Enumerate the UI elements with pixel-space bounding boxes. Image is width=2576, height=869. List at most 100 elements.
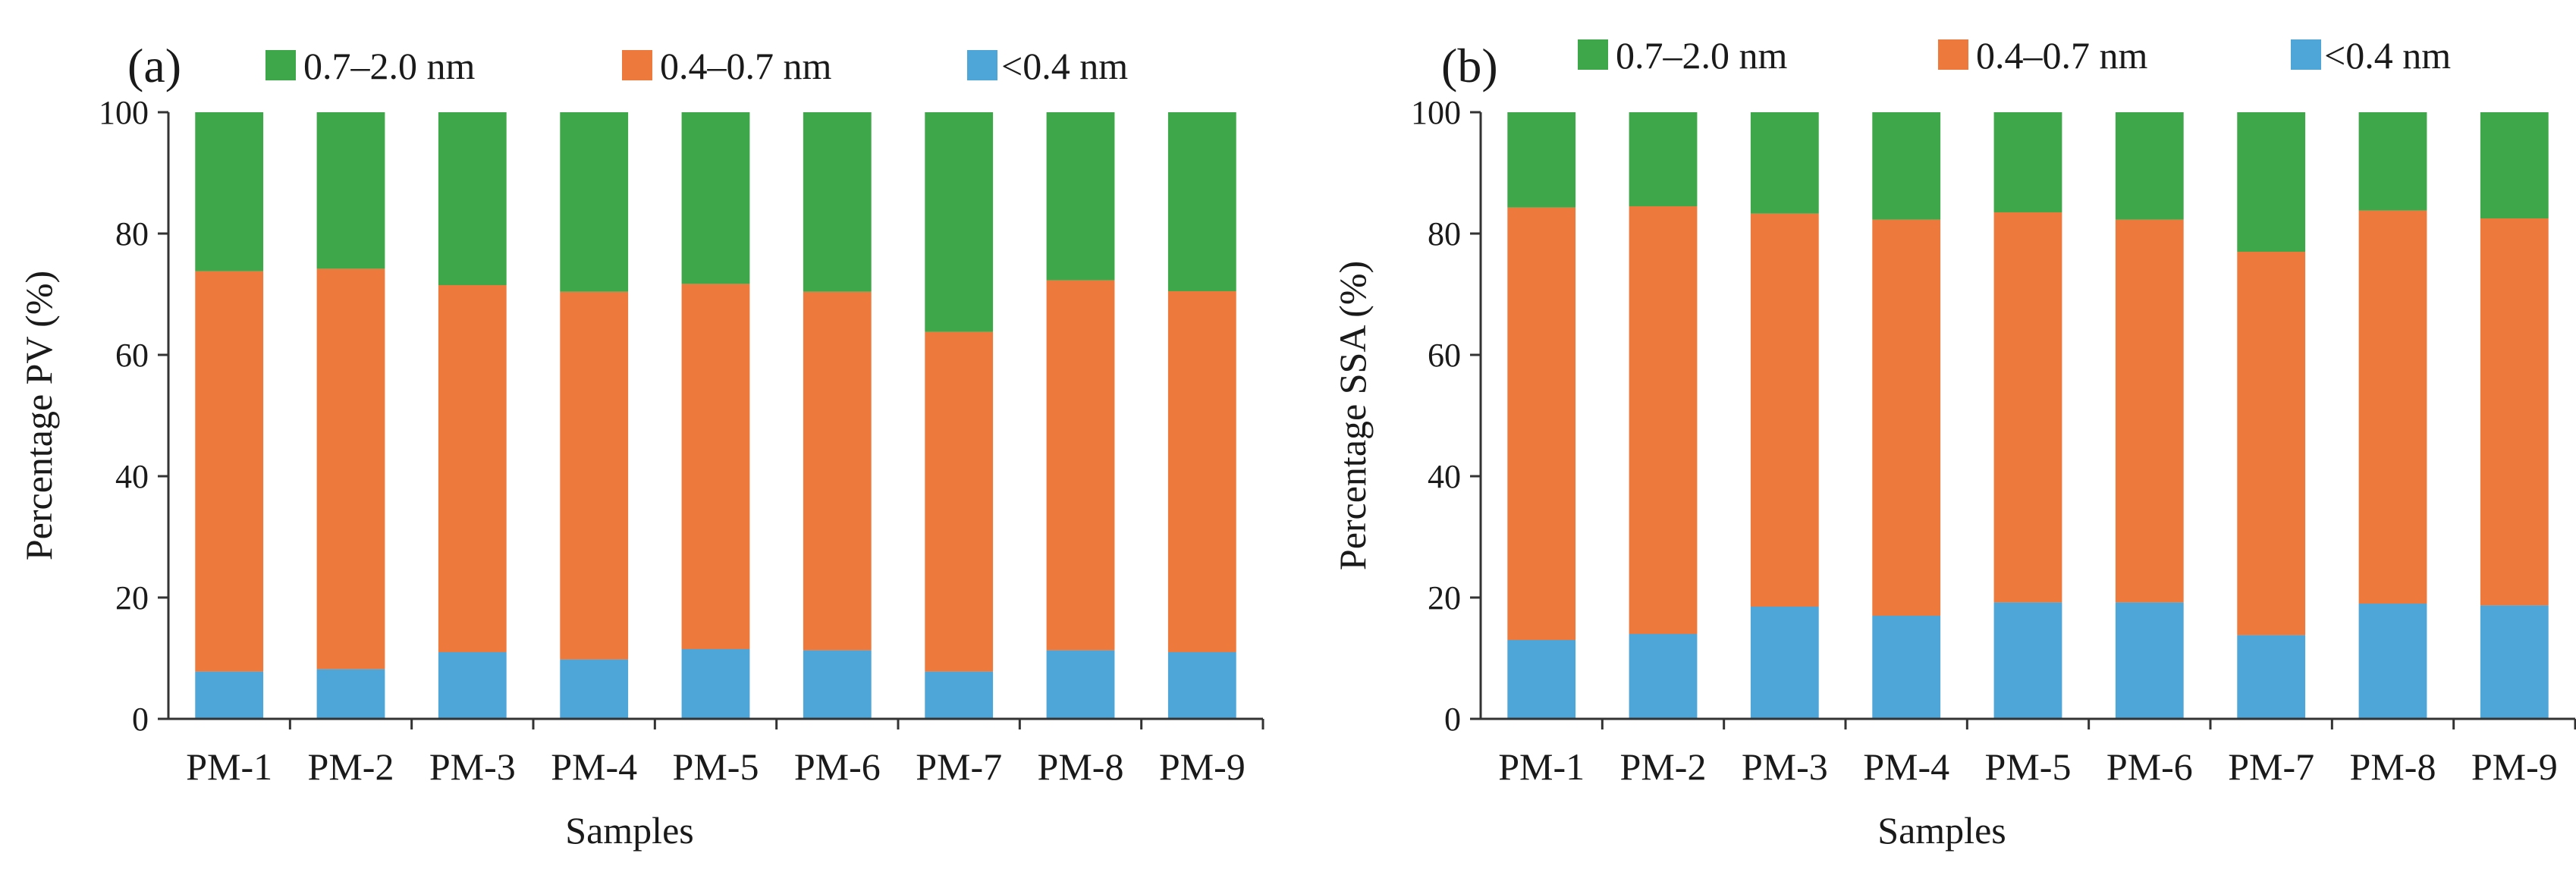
bar-pm-3-series-2	[1750, 112, 1819, 214]
bar-pm-2-series-1	[316, 268, 385, 670]
y-tick-label: 60	[1428, 337, 1461, 374]
bar-pm-4-series-0	[1872, 616, 1941, 719]
legend-swatch-0-7-2-0	[1578, 39, 1608, 70]
bar-pm-3-series-1	[438, 285, 507, 652]
bar-pm-7-series-2	[925, 112, 994, 332]
panel-label: (a)	[127, 39, 181, 93]
bar-pm-6-series-0	[2115, 602, 2184, 719]
bar-pm-7-series-0	[925, 671, 994, 719]
legend-label-0-4-0-7: 0.4–0.7 nm	[660, 45, 832, 87]
legend-label-0-4-0-7: 0.4–0.7 nm	[1976, 34, 2148, 77]
bar-pm-8-series-0	[1046, 650, 1115, 719]
legend: 0.7–2.0 nm 0.4–0.7 nm <0.4 nm	[1578, 34, 2451, 77]
x-tick-label: PM-6	[2106, 745, 2193, 788]
bar-pm-4-series-2	[560, 112, 629, 292]
legend: 0.7–2.0 nm 0.4–0.7 nm <0.4 nm	[265, 45, 1128, 87]
bar-pm-2-series-1	[1629, 206, 1698, 634]
y-tick-label: 60	[115, 337, 149, 374]
bar-pm-9-series-2	[1167, 112, 1236, 291]
y-axis-title: Percentage PV (%)	[17, 271, 60, 560]
chart-panel-a: (a) 0.7–2.0 nm 0.4–0.7 nm <0.4 nm PM-1 PM…	[17, 39, 1264, 852]
bar-pm-4-series-1	[560, 291, 629, 660]
bar-pm-1-series-0	[1507, 640, 1576, 719]
y-tick-label: 100	[1411, 94, 1461, 131]
y-tick-label: 0	[1444, 701, 1461, 738]
x-tick-label: PM-7	[916, 745, 1002, 788]
bar-pm-1-series-2	[195, 112, 264, 271]
y-tick-label: 100	[99, 94, 149, 131]
y-tick-label: 40	[115, 458, 149, 495]
bar-pm-4-series-1	[1872, 219, 1941, 616]
legend-label-0-7-2-0: 0.7–2.0 nm	[303, 45, 476, 87]
y-tick-label: 80	[115, 215, 149, 253]
bar-pm-9-series-1	[1167, 291, 1236, 652]
legend-swatch-0-4-0-7	[1938, 39, 1968, 70]
legend-label-lt-0-4: <0.4 nm	[2324, 34, 2451, 77]
legend-label-0-7-2-0: 0.7–2.0 nm	[1616, 34, 1788, 77]
x-tick-label: PM-6	[794, 745, 881, 788]
legend-swatch-lt-0-4	[967, 50, 997, 80]
x-tick-label: PM-9	[1159, 745, 1246, 788]
x-tick-label: PM-7	[2228, 745, 2314, 788]
bar-pm-2-series-2	[316, 112, 385, 269]
x-tick-label: PM-2	[308, 745, 394, 788]
bar-pm-6-series-2	[2115, 112, 2184, 220]
bar-pm-1-series-0	[195, 671, 264, 719]
bar-pm-3-series-1	[1750, 213, 1819, 607]
bar-pm-1-series-2	[1507, 112, 1576, 208]
x-tick-label: PM-4	[551, 745, 637, 788]
x-tick-label: PM-5	[673, 745, 759, 788]
x-tick-label: PM-4	[1863, 745, 1949, 788]
y-tick-label: 40	[1428, 458, 1461, 495]
x-tick-label: PM-8	[1038, 745, 1124, 788]
bar-pm-9-series-1	[2480, 218, 2549, 606]
x-tick-label: PM-1	[1498, 745, 1585, 788]
x-tick-label: PM-9	[2471, 745, 2558, 788]
bar-pm-6-series-0	[803, 650, 872, 719]
x-axis-title: Samples	[1877, 809, 2006, 852]
x-axis-title: Samples	[565, 809, 693, 852]
panel-label: (b)	[1441, 39, 1498, 93]
legend-swatch-lt-0-4	[2291, 39, 2321, 70]
bar-pm-7-series-1	[2237, 252, 2306, 635]
legend-label-lt-0-4: <0.4 nm	[1001, 45, 1128, 87]
legend-swatch-0-4-0-7	[622, 50, 652, 80]
legend-swatch-0-7-2-0	[265, 50, 296, 80]
x-tick-label: PM-3	[429, 745, 516, 788]
bar-pm-8-series-1	[2358, 210, 2427, 604]
axes: PM-1 PM-2 PM-3 PM-4 PM-5 PM-6 PM-7 PM-8 PM-9 0 20 4…	[1411, 94, 2576, 788]
bar-pm-3-series-0	[1750, 607, 1819, 719]
bar-pm-2-series-0	[316, 669, 385, 719]
bar-pm-5-series-0	[681, 649, 750, 719]
x-tick-label: PM-5	[1985, 745, 2072, 788]
bar-pm-8-series-1	[1046, 280, 1115, 651]
bar-pm-2-series-0	[1629, 634, 1698, 719]
bar-pm-9-series-0	[2480, 605, 2549, 719]
y-tick-label: 20	[1428, 579, 1461, 616]
bar-pm-4-series-0	[560, 659, 629, 719]
x-tick-label: PM-2	[1620, 745, 1707, 788]
bar-pm-8-series-2	[1046, 112, 1115, 281]
bar-pm-3-series-2	[438, 112, 507, 285]
bar-pm-8-series-0	[2358, 604, 2427, 719]
bar-pm-6-series-1	[803, 291, 872, 651]
bar-pm-7-series-1	[925, 331, 994, 672]
y-tick-label: 20	[115, 579, 149, 616]
bar-pm-5-series-2	[1993, 112, 2062, 212]
bar-pm-7-series-0	[2237, 635, 2306, 719]
bar-pm-6-series-2	[803, 112, 872, 292]
bar-pm-4-series-2	[1872, 112, 1941, 220]
x-tick-label: PM-3	[1742, 745, 1828, 788]
x-tick-label: PM-8	[2350, 745, 2436, 788]
bar-group	[1507, 112, 2549, 719]
y-tick-label: 0	[132, 701, 149, 738]
bar-pm-9-series-2	[2480, 112, 2549, 218]
x-tick-label: PM-1	[186, 745, 272, 788]
bar-pm-9-series-0	[1167, 652, 1236, 719]
bar-pm-5-series-1	[681, 284, 750, 649]
bar-pm-2-series-2	[1629, 112, 1698, 206]
bar-pm-5-series-2	[681, 112, 750, 284]
y-axis-title: Percentage SSA (%)	[1331, 261, 1374, 570]
bar-group	[195, 112, 1236, 719]
